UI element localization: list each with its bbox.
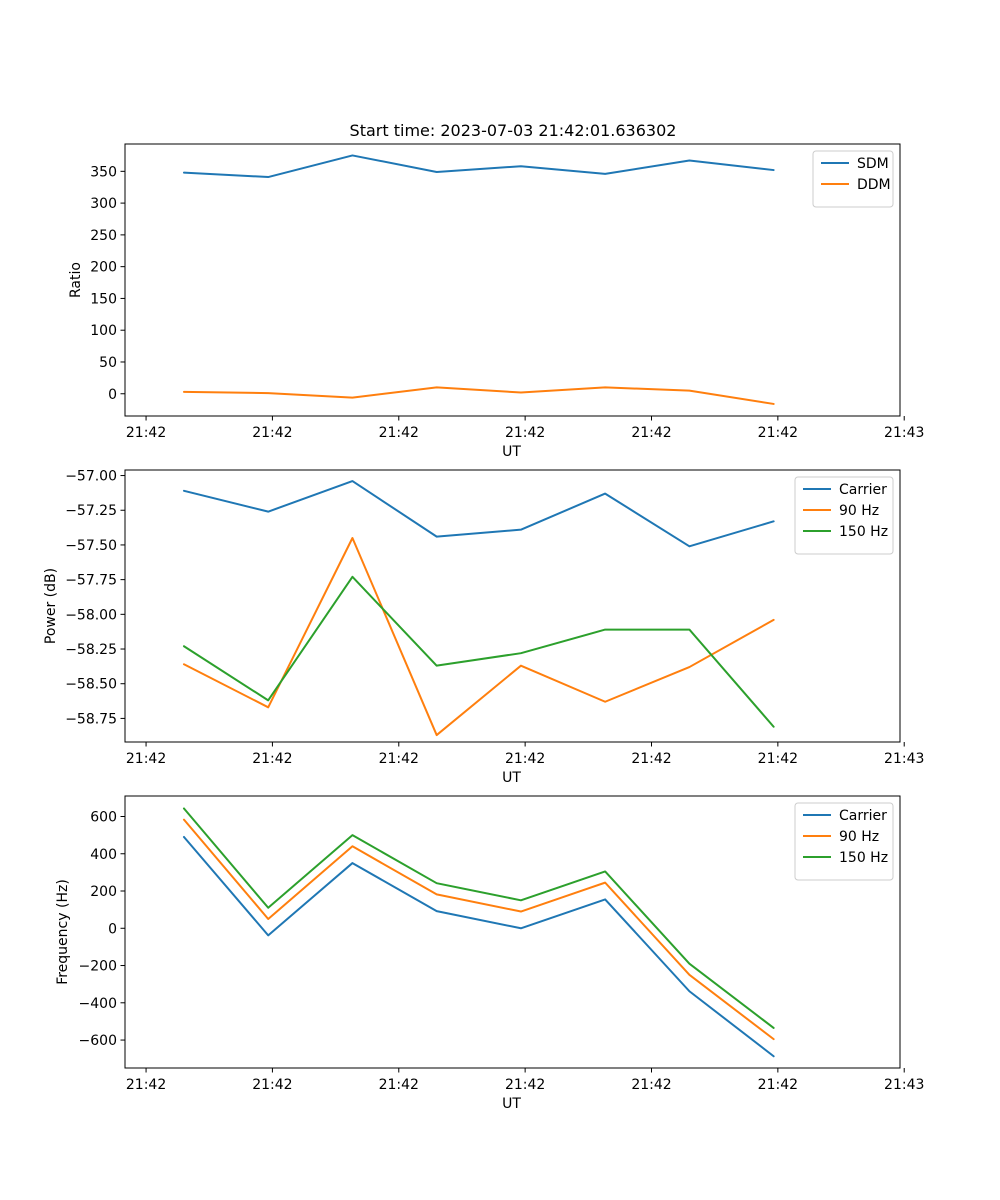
power-axes-frame [124, 469, 901, 743]
ratio-y-tick-label: 100 [90, 323, 117, 339]
frequency-x-tick-label: 21:42 [505, 1077, 545, 1093]
power-legend: Carrier 90 Hz 150 Hz [794, 476, 894, 555]
ratio-y-tick-label: 250 [90, 228, 117, 244]
ratio-x-tick-label: 21:42 [379, 425, 419, 441]
power-legend-box [794, 476, 894, 555]
ratio-axes-frame [124, 143, 901, 417]
power-legend-label-90-hz: 90 Hz [839, 503, 879, 519]
frequency-y-tick-label: 400 [90, 847, 117, 863]
frequency-y-tick-label: −200 [79, 959, 117, 975]
frequency-panel: 21:42 21:42 21:42 21:42 21:42 21:42 21:43 −600 −… [55, 795, 924, 1112]
power-x-tick-label: 21:42 [126, 751, 166, 767]
power-series-90-hz-line [182, 537, 775, 737]
power-y-tick-label: −58.75 [65, 711, 117, 727]
ratio-legend: SDM DDM [812, 150, 894, 208]
frequency-legend-label-carrier: Carrier [839, 808, 887, 824]
ratio-x-tick-label: 21:43 [884, 425, 924, 441]
ratio-y-tick-label: 50 [99, 355, 117, 371]
ratio-y-tick-label: 0 [108, 387, 117, 403]
power-y-tick-label: −58.00 [65, 607, 117, 623]
ratio-legend-box [812, 150, 894, 208]
power-legend-label-carrier: Carrier [839, 482, 887, 498]
power-x-tick-label: 21:42 [505, 751, 545, 767]
frequency-legend-box [794, 802, 894, 881]
power-series-150-hz-line [182, 575, 775, 728]
power-y-axis-label: Power (dB) [43, 568, 59, 644]
power-y-tick-label: −58.50 [65, 677, 117, 693]
frequency-x-axis-label: UT [502, 1096, 521, 1112]
frequency-series-150-hz-line [182, 807, 775, 1029]
ratio-series-ddm-line [182, 386, 775, 405]
frequency-legend-label-150-hz: 150 Hz [839, 850, 888, 866]
frequency-y-tick-label: −600 [79, 1033, 117, 1049]
frequency-series-90-hz-line [182, 818, 775, 1041]
ratio-y-tick-label: 350 [90, 164, 117, 180]
ratio-y-tick-label: 300 [90, 196, 117, 212]
frequency-y-tick-label: 600 [90, 809, 117, 825]
frequency-x-tick-label: 21:42 [252, 1077, 292, 1093]
power-y-tick-label: −58.25 [65, 642, 117, 658]
power-y-tick-label: −57.00 [65, 469, 117, 485]
power-y-tick-label: −57.25 [65, 503, 117, 519]
frequency-x-tick-label: 21:43 [884, 1077, 924, 1093]
ratio-legend-label-ddm: DDM [857, 177, 891, 193]
ratio-x-tick-label: 21:42 [252, 425, 292, 441]
ratio-x-tick-label: 21:42 [758, 425, 798, 441]
ratio-legend-label-sdm: SDM [857, 156, 889, 172]
frequency-y-tick-label: 0 [108, 921, 117, 937]
ratio-y-axis-label: Ratio [68, 262, 84, 298]
power-x-tick-label: 21:42 [379, 751, 419, 767]
frequency-legend: Carrier 90 Hz 150 Hz [794, 802, 894, 881]
ratio-y-tick-label: 150 [90, 291, 117, 307]
frequency-legend-label-90-hz: 90 Hz [839, 829, 879, 845]
power-y-tick-label: −57.50 [65, 538, 117, 554]
ratio-y-tick-label: 200 [90, 260, 117, 276]
frequency-y-axis-label: Frequency (Hz) [55, 879, 71, 985]
ratio-x-tick-label: 21:42 [126, 425, 166, 441]
frequency-axes-frame [124, 795, 901, 1069]
power-panel: 21:42 21:42 21:42 21:42 21:42 21:42 21:43 −57.0… [43, 469, 924, 786]
frequency-series-carrier-line [182, 835, 775, 1058]
frequency-x-tick-label: 21:42 [631, 1077, 671, 1093]
ratio-series-sdm-line [182, 154, 775, 179]
power-x-tick-label: 21:43 [884, 751, 924, 767]
power-x-tick-label: 21:42 [252, 751, 292, 767]
ratio-panel: 21:42 21:42 21:42 21:42 21:42 21:42 21:43 0 50 10… [68, 143, 924, 460]
power-y-tick-label: −57.75 [65, 573, 117, 589]
ratio-x-tick-label: 21:42 [505, 425, 545, 441]
ratio-x-axis-label: UT [502, 444, 521, 460]
frequency-y-tick-label: −400 [79, 996, 117, 1012]
frequency-x-tick-label: 21:42 [758, 1077, 798, 1093]
power-x-tick-label: 21:42 [758, 751, 798, 767]
power-legend-label-150-hz: 150 Hz [839, 524, 888, 540]
chart-title: Start time: 2023-07-03 21:42:01.636302 [350, 121, 677, 140]
power-x-axis-label: UT [502, 770, 521, 786]
frequency-x-tick-label: 21:42 [379, 1077, 419, 1093]
frequency-x-tick-label: 21:42 [126, 1077, 166, 1093]
power-x-tick-label: 21:42 [631, 751, 671, 767]
frequency-y-tick-label: 200 [90, 884, 117, 900]
ratio-x-tick-label: 21:42 [631, 425, 671, 441]
power-series-carrier-line [182, 480, 775, 548]
